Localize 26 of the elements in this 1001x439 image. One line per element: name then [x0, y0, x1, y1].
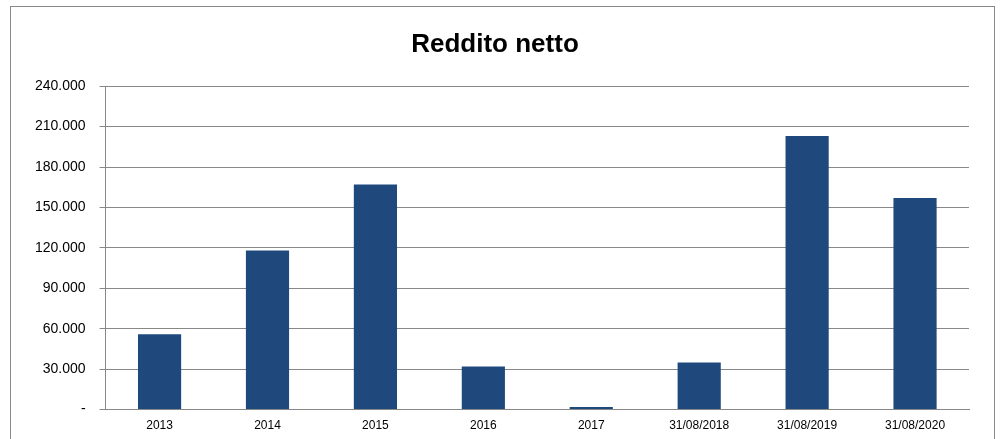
y-tick-label: 240.000 [35, 77, 86, 94]
y-tick-label: 30.000 [42, 360, 86, 377]
y-tick-label: 120.000 [35, 238, 86, 255]
x-tick-label: 2016 [469, 418, 498, 433]
y-tick-label: - [80, 400, 86, 417]
y-tick-label: 90.000 [42, 279, 86, 296]
bar [569, 406, 613, 410]
chart-title: Reddito netto [411, 27, 579, 58]
y-tick-label: 60.000 [42, 319, 86, 336]
x-tick-label: 31/08/2020 [885, 418, 946, 433]
x-tick-label: 2013 [146, 418, 174, 433]
y-tick-label: 180.000 [35, 157, 86, 174]
y-tick-label: 150.000 [35, 198, 86, 215]
bar [785, 136, 829, 410]
bar [893, 198, 937, 410]
x-tick-label: 2015 [362, 418, 390, 433]
x-tick-label: 2017 [577, 418, 605, 433]
bar [461, 366, 505, 410]
bar [677, 362, 721, 410]
x-tick-label: 2014 [254, 418, 282, 433]
x-tick-label: 31/08/2018 [669, 418, 730, 433]
bar [137, 334, 182, 410]
x-tick-label: 31/08/2019 [777, 418, 838, 433]
bar [245, 250, 290, 410]
bar [353, 184, 397, 410]
y-tick-label: 210.000 [35, 117, 86, 134]
